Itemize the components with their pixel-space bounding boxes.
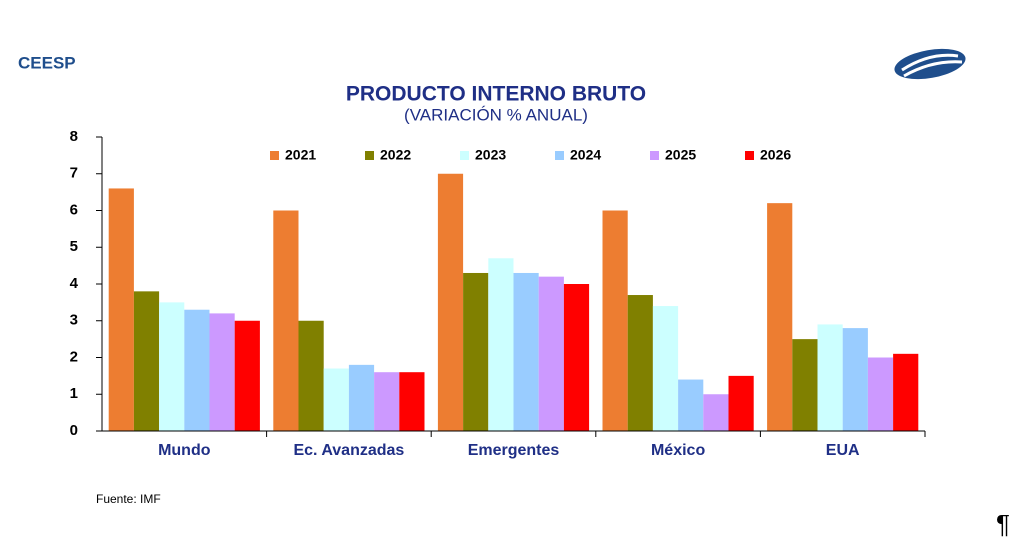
y-tick-label: 8 xyxy=(70,128,78,145)
bar xyxy=(323,368,349,431)
x-tick-label: EUA xyxy=(826,442,860,459)
brand: CEESP xyxy=(18,53,76,72)
bar xyxy=(374,372,400,431)
bar xyxy=(513,272,539,431)
y-tick-label: 1 xyxy=(70,385,78,402)
y-tick-label: 3 xyxy=(70,312,78,329)
bar xyxy=(817,324,843,431)
bar xyxy=(627,295,653,431)
bar xyxy=(108,188,134,431)
y-tick-label: 2 xyxy=(70,348,78,365)
x-tick-label: Ec. Avanzadas xyxy=(293,442,404,459)
bar xyxy=(602,210,628,431)
legend-swatch xyxy=(270,151,279,160)
bar xyxy=(133,291,160,431)
chart-title: PRODUCTO INTERNO BRUTO xyxy=(346,83,646,106)
bar xyxy=(652,306,679,431)
legend-swatch xyxy=(745,151,754,160)
bar xyxy=(399,372,425,431)
bar xyxy=(348,364,375,431)
x-tick-label: México xyxy=(651,442,705,459)
bar xyxy=(298,320,324,431)
bar xyxy=(867,357,894,431)
bar xyxy=(437,173,464,431)
bar xyxy=(273,210,299,431)
y-tick-label: 4 xyxy=(70,275,79,292)
legend-label: 2022 xyxy=(380,147,411,163)
bar xyxy=(463,272,489,431)
y-tick-label: 7 xyxy=(70,165,78,182)
x-tick-label: Emergentes xyxy=(468,442,560,459)
legend-swatch xyxy=(365,151,374,160)
legend-swatch xyxy=(555,151,564,160)
bar xyxy=(184,309,210,431)
bar xyxy=(842,328,868,431)
source: Fuente: IMF xyxy=(96,492,161,506)
legend-label: 2024 xyxy=(570,147,601,163)
bar xyxy=(678,379,704,431)
y-tick-label: 6 xyxy=(70,201,78,218)
legend-label: 2025 xyxy=(665,147,696,163)
bar xyxy=(159,302,185,431)
bar xyxy=(563,284,590,431)
chart-subtitle: (VARIACIÓN % ANUAL) xyxy=(404,105,588,124)
bar xyxy=(893,353,919,431)
bar xyxy=(792,339,818,431)
bar xyxy=(488,258,514,431)
bar xyxy=(538,276,564,431)
bar xyxy=(728,375,754,431)
legend-swatch xyxy=(650,151,659,160)
logo xyxy=(894,48,966,80)
y-tick-label: 0 xyxy=(70,422,78,439)
bar xyxy=(703,394,729,431)
footer-mark: ¶ xyxy=(996,509,1010,538)
bar xyxy=(767,203,793,431)
bar xyxy=(209,313,235,431)
legend-label: 2026 xyxy=(760,147,791,163)
y-tick-label: 5 xyxy=(70,238,78,255)
legend-label: 2021 xyxy=(285,147,316,163)
legend-label: 2023 xyxy=(475,147,506,163)
legend-swatch xyxy=(460,151,469,160)
x-tick-label: Mundo xyxy=(158,442,211,459)
bar xyxy=(234,320,260,431)
